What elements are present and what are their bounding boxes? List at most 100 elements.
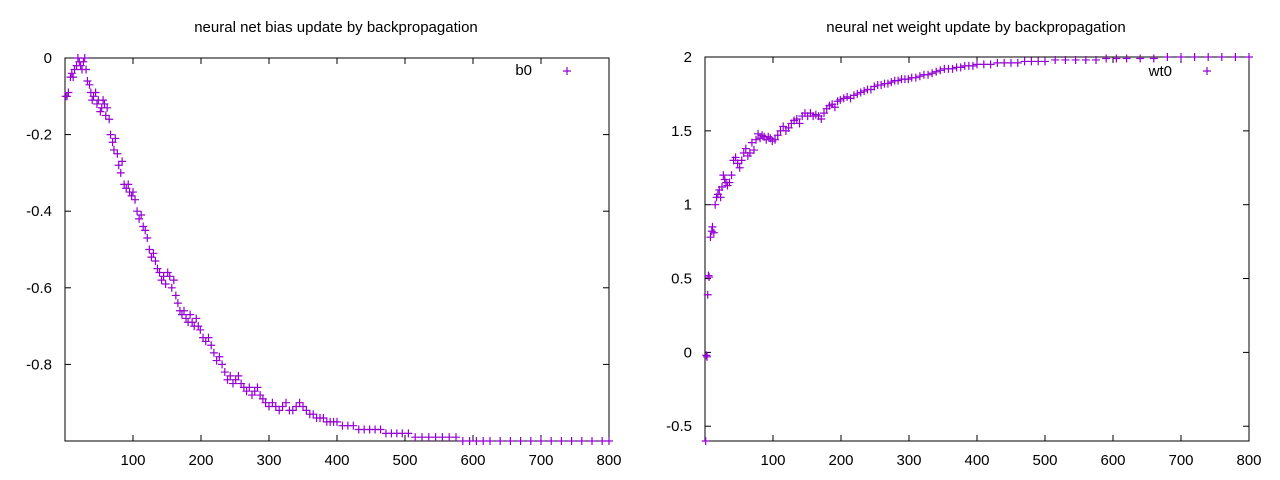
- data-point: [188, 318, 197, 327]
- data-point: [731, 153, 740, 162]
- data-point: [1061, 55, 1070, 64]
- data-point: [733, 159, 742, 168]
- data-point: [771, 135, 780, 144]
- y-tick-label: 2: [684, 49, 692, 66]
- x-axis: 100 200 300 400 500 600 700 800: [120, 58, 622, 469]
- data-point: [124, 180, 133, 189]
- x-tick-label: 200: [828, 452, 853, 469]
- data-point: [887, 78, 896, 87]
- data-point: [169, 276, 178, 285]
- data-point: [701, 437, 710, 445]
- data-point: [261, 398, 270, 407]
- chart-title: neural net bias update by backpropagatio…: [194, 19, 478, 36]
- data-point: [295, 398, 304, 407]
- data-point: [1190, 53, 1199, 61]
- data-point: [883, 79, 892, 88]
- data-point: [1000, 58, 1009, 67]
- data-point: [843, 92, 852, 101]
- data-point: [1092, 55, 1100, 64]
- data-point: [948, 64, 957, 73]
- data-point: [173, 299, 182, 308]
- data-point: [63, 92, 72, 101]
- data-point: [741, 144, 750, 153]
- data-point: [792, 115, 801, 124]
- legend: wt0: [1148, 63, 1211, 80]
- data-point: [226, 371, 235, 380]
- data-point: [157, 276, 166, 285]
- x-tick-label: 300: [896, 452, 921, 469]
- data-point: [956, 63, 965, 72]
- data-point: [431, 433, 440, 442]
- weight-update-chart: neural net weight update by backpropagat…: [666, 19, 1261, 469]
- data-point: [924, 70, 933, 79]
- data-point: [526, 437, 535, 445]
- data-point: [465, 437, 474, 445]
- data-point: [209, 348, 218, 357]
- data-point: [271, 402, 280, 411]
- data-point: [904, 75, 913, 84]
- y-tick-label: 1.5: [671, 123, 692, 140]
- data-point: [979, 60, 988, 69]
- data-point: [299, 402, 307, 411]
- data-point: [547, 437, 556, 445]
- y-tick-label: -0.5: [666, 418, 692, 435]
- data-point: [817, 115, 826, 124]
- data-point: [165, 272, 174, 281]
- data-point: [116, 168, 125, 177]
- data-point: [80, 54, 89, 62]
- data-point: [1071, 55, 1080, 64]
- data-point: [96, 107, 105, 116]
- data-point: [1217, 53, 1226, 61]
- data-point: [708, 222, 717, 231]
- y-axis: 0 -0.2 -0.4 -0.6 -0.8: [26, 50, 609, 373]
- data-point: [577, 437, 586, 445]
- x-tick-label: 400: [324, 452, 349, 469]
- data-point: [177, 310, 186, 319]
- data-point: [915, 72, 924, 81]
- x-tick-label: 700: [528, 452, 553, 469]
- data-point: [282, 398, 290, 407]
- data-point: [849, 91, 858, 100]
- data-point: [1041, 57, 1049, 66]
- legend-symbol: [563, 67, 571, 75]
- bias-update-chart: neural net bias update by backpropagatio…: [26, 19, 621, 469]
- data-point: [319, 414, 328, 423]
- data-point: [452, 433, 460, 442]
- data-point: [719, 171, 728, 180]
- data-point: [472, 437, 481, 445]
- data-point: [149, 249, 158, 258]
- data-point: [133, 207, 142, 216]
- data-point: [747, 138, 756, 147]
- data-point: [968, 61, 977, 70]
- data-point: [103, 103, 112, 112]
- data-point: [537, 437, 545, 445]
- data-point: [109, 145, 118, 154]
- legend: b0: [515, 62, 571, 79]
- data-point: [516, 437, 525, 445]
- data-point: [333, 417, 341, 426]
- data-point: [993, 58, 1002, 67]
- series-b0: [61, 54, 613, 445]
- data-point: [83, 76, 92, 85]
- data-point: [1020, 57, 1029, 66]
- data-point: [725, 178, 734, 187]
- data-point: [64, 88, 73, 97]
- x-tick-label: 300: [256, 452, 281, 469]
- y-tick-label: -0.4: [26, 203, 52, 220]
- y-tick-label: 0.5: [671, 271, 692, 288]
- data-point: [605, 437, 613, 445]
- data-point: [779, 122, 788, 131]
- data-point: [139, 222, 148, 231]
- data-point: [705, 273, 714, 282]
- data-point: [99, 96, 108, 105]
- data-point: [101, 111, 110, 120]
- data-point: [749, 146, 758, 155]
- x-tick-label: 700: [1168, 452, 1193, 469]
- y-tick-label: -0.8: [26, 356, 52, 373]
- data-point: [709, 228, 718, 237]
- data-point: [598, 437, 607, 445]
- data-point: [151, 256, 160, 265]
- data-point: [839, 94, 848, 103]
- data-point: [70, 65, 79, 74]
- data-point: [137, 211, 146, 220]
